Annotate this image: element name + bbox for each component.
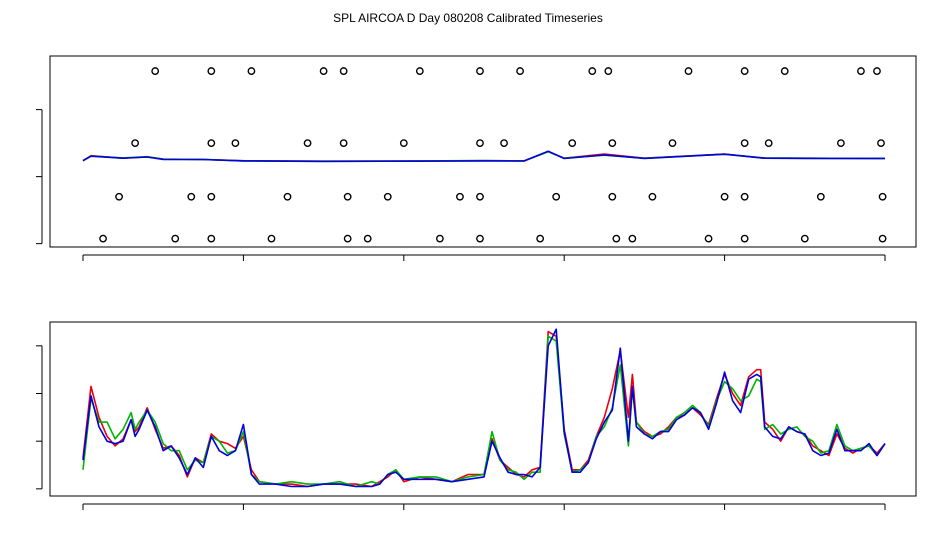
flag-point xyxy=(612,234,621,243)
flag-point xyxy=(456,192,464,201)
flag-point xyxy=(648,192,657,201)
flag-point xyxy=(740,139,749,148)
y-axis xyxy=(36,109,43,245)
flag-point xyxy=(476,139,484,148)
flag-point xyxy=(740,67,749,75)
series-group xyxy=(82,150,886,163)
flag-point xyxy=(877,139,885,148)
flag-point xyxy=(131,139,140,148)
figure-title: SPL AIRCOA D Day 080208 Calibrated Times… xyxy=(333,11,603,25)
flag-point xyxy=(476,192,484,201)
flag-point xyxy=(628,234,637,243)
series-line-blue xyxy=(82,150,885,163)
flag-point xyxy=(363,234,372,243)
flag-point xyxy=(383,192,392,201)
flag-point xyxy=(764,139,773,148)
x-axis xyxy=(82,254,886,261)
flag-point xyxy=(267,234,276,243)
flag-point xyxy=(704,234,713,243)
flag-point xyxy=(608,139,617,148)
flag-point xyxy=(99,234,107,243)
series-line-blue xyxy=(82,328,886,488)
flag-point xyxy=(878,192,887,201)
flag-point xyxy=(857,67,865,75)
flag-point xyxy=(115,192,123,201)
flag-point xyxy=(780,67,789,75)
flag-point xyxy=(207,234,216,243)
flag-point xyxy=(684,67,693,75)
flag-point xyxy=(171,234,180,243)
flag-point xyxy=(873,67,881,75)
flag-point xyxy=(740,234,749,243)
series-line-green xyxy=(82,335,886,488)
flag-point xyxy=(588,67,597,75)
flag-point xyxy=(231,139,240,148)
flag-point xyxy=(668,139,677,148)
flag-point xyxy=(247,67,256,75)
flag-point xyxy=(303,139,312,148)
flag-point xyxy=(816,192,825,201)
flag-point xyxy=(878,234,887,243)
bottom-panel xyxy=(36,321,917,510)
x-axis xyxy=(82,503,886,510)
flag-point xyxy=(399,139,408,148)
flag-point xyxy=(207,139,216,148)
flag-point xyxy=(476,234,484,243)
y-axis xyxy=(36,345,43,490)
flag-point xyxy=(836,139,845,148)
flag-point xyxy=(500,139,508,148)
flag-point xyxy=(339,139,348,148)
flag-point xyxy=(516,67,524,75)
flag-point xyxy=(207,67,216,75)
flag-point xyxy=(319,67,328,75)
flag-point xyxy=(800,234,809,243)
flag-point xyxy=(343,234,352,243)
top-panel xyxy=(36,55,917,261)
flag-point xyxy=(536,234,545,243)
flag-points xyxy=(99,67,887,243)
flag-point xyxy=(283,192,292,201)
flag-point xyxy=(415,67,424,75)
flag-point xyxy=(339,67,348,75)
flag-point xyxy=(604,67,613,75)
flag-point xyxy=(187,192,196,201)
flag-point xyxy=(608,192,617,201)
flag-point xyxy=(435,234,444,243)
flag-point xyxy=(568,139,577,148)
flag-point xyxy=(343,192,352,201)
flag-point xyxy=(151,67,160,75)
flag-point xyxy=(207,192,216,201)
flag-point xyxy=(740,192,749,201)
flag-point xyxy=(720,192,729,201)
flag-point xyxy=(476,67,484,75)
plot-frame xyxy=(49,55,917,248)
plot-frame xyxy=(49,321,917,497)
series-group xyxy=(82,328,886,488)
flag-point xyxy=(552,192,561,201)
